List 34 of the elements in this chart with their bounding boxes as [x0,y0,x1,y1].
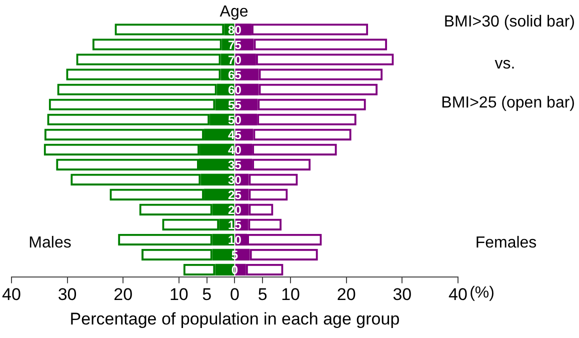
x-tick-label: 10 [281,285,300,304]
x-tick-label: 30 [392,285,412,304]
y-tick-label: 30 [228,172,242,187]
y-tick-label: 55 [228,98,242,112]
y-tick-label: 20 [228,202,242,217]
x-tick-label: 40 [448,285,468,304]
x-tick-label: 30 [58,285,77,304]
text: Age [220,3,248,20]
y-tick-label: 60 [228,82,242,97]
x-tick-label: 5 [202,285,212,304]
text: vs. [494,55,516,72]
y-tick-label: 75 [228,38,242,52]
y-tick-label: 45 [228,128,242,142]
x-tick-label: 20 [336,285,356,304]
y-tick-label: 80 [228,22,242,37]
y-tick-label: 25 [228,188,242,202]
x-tick-label: 10 [169,285,188,304]
y-tick-label: 35 [228,158,242,172]
annotation: Males [28,234,72,252]
annotation: BMI>25 (open bar) [441,94,575,112]
x-tick-label: 20 [114,285,133,304]
y-tick-label: 70 [228,52,242,67]
y-tick-label: 65 [228,68,242,82]
x-axis-title: Percentage of population in each age group [70,309,400,328]
y-tick-label: 50 [228,112,242,127]
text: Females [475,234,537,252]
annotation: BMI>30 (solid bar) [444,13,575,30]
y-tick-label: 15 [228,218,242,232]
x-tick-label: 40 [2,285,21,304]
x-tick-label: 5 [258,285,268,304]
text: (%) [470,284,494,302]
y-tick-label: 10 [228,232,242,247]
y-tick-label: 40 [228,142,242,157]
y-tick-label: 0 [231,263,238,278]
